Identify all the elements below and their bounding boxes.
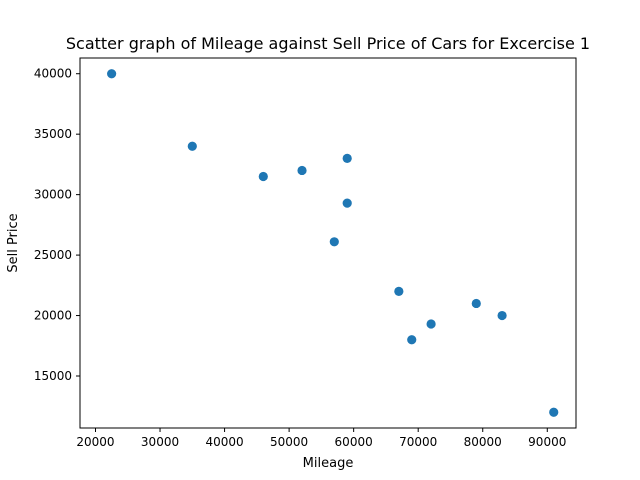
x-axis: 20000 30000 40000 50000 60000 70000 80000 90000 [76,428,566,449]
data-point [342,198,352,208]
data-point [258,171,268,182]
chart-title: Scatter graph of Mileage against Sell Pr… [66,34,590,53]
y-tick-label: 15000 [34,369,72,383]
x-tick-label: 70000 [399,435,437,449]
data-point [329,237,339,247]
data-point [297,165,307,176]
data-point [394,286,404,296]
x-tick-label: 30000 [141,435,179,449]
data-point [471,298,481,309]
x-tick-label: 40000 [205,435,243,449]
y-tick-label: 35000 [34,127,72,141]
y-axis: 15000 20000 25000 30000 35000 40000 [34,67,80,383]
y-tick-label: 40000 [34,67,72,81]
y-tick-label: 25000 [34,248,72,262]
x-tick-label: 50000 [270,435,308,449]
data-point [426,319,436,329]
x-tick-label: 90000 [528,435,566,449]
data-point [407,335,417,345]
y-tick-label: 20000 [34,309,72,323]
x-tick-label: 20000 [76,435,114,449]
plot-frame [79,57,577,429]
x-axis-label: Mileage [303,456,354,471]
data-point [187,141,197,151]
x-tick-label: 60000 [335,435,373,449]
data-point [497,310,507,321]
data-point [342,153,352,163]
data-point [549,407,559,417]
y-tick-label: 30000 [34,188,72,202]
x-tick-label: 80000 [464,435,502,449]
data-point [107,69,117,79]
data-points [107,69,559,417]
y-axis-label: Sell Price [6,213,21,272]
